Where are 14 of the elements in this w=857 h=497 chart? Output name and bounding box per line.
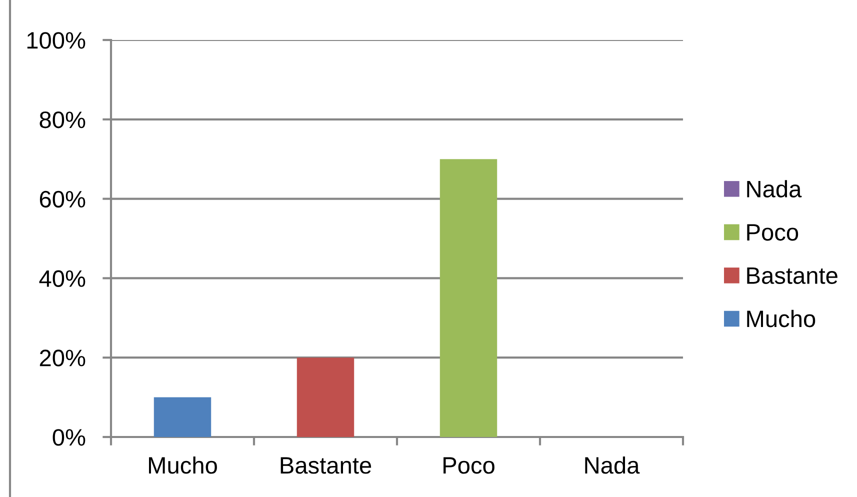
legend-label: Mucho (747, 310, 816, 328)
legend-label: Poco (747, 224, 798, 241)
x-tick-label: Nada (585, 456, 640, 474)
y-tick-label: 80% (40, 111, 86, 128)
legend-label: Nada (747, 180, 802, 198)
y-tick-label: 0% (52, 429, 86, 446)
x-tick-label: Mucho (149, 456, 217, 474)
y-tick-label: 20% (40, 350, 86, 366)
y-tick-label: 100% (27, 32, 86, 49)
x-tick-label: Poco (444, 457, 494, 474)
y-tick-label: 40% (39, 270, 86, 287)
x-tick-label: Bastante (280, 457, 372, 474)
legend-label: Bastante (747, 267, 838, 284)
y-tick-label: 60% (40, 190, 86, 208)
